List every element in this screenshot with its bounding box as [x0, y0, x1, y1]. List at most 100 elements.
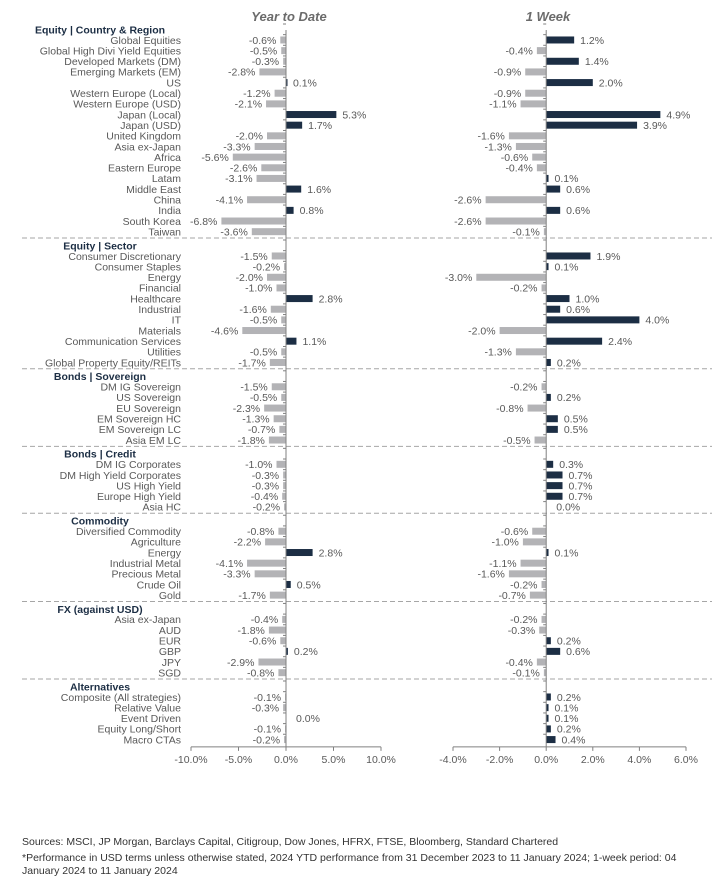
week-bar: [546, 185, 561, 193]
week-bar: [534, 436, 547, 444]
week-bar: [546, 111, 661, 119]
ytd-value-label: -0.7%: [248, 424, 275, 436]
row-label: US High Yield: [116, 480, 181, 492]
ytd-value-label: 0.1%: [293, 77, 317, 89]
ytd-value-label: -2.9%: [227, 657, 254, 669]
row-label: Asia EM LC: [126, 435, 182, 447]
ytd-value-label: -2.8%: [228, 67, 255, 79]
week-bar: [543, 228, 547, 236]
ytd-value-label: -0.2%: [253, 261, 280, 273]
week-value-label: -0.6%: [501, 526, 528, 538]
ytd-value-label: -2.0%: [236, 131, 263, 143]
week-bar: [546, 121, 638, 129]
row-label: Global High Divi Yield Equities: [40, 45, 181, 57]
week-value-label: -0.5%: [503, 435, 530, 447]
ytd-value-label: 2.8%: [319, 293, 343, 305]
week-bar: [546, 549, 549, 557]
row-label: DM High Yield Corporates: [60, 470, 181, 482]
ytd-value-label: 1.6%: [307, 184, 331, 196]
week-value-label: 0.6%: [566, 646, 590, 658]
week-value-label: 4.0%: [645, 315, 669, 327]
week-value-label: -0.2%: [510, 382, 537, 394]
ytd-value-label: -0.4%: [251, 491, 278, 503]
ytd-bar: [283, 482, 286, 490]
row-label: Consumer Discretionary: [68, 251, 181, 263]
row-label: Global Equities: [110, 35, 181, 47]
ytd-bar: [242, 327, 286, 335]
ytd-bar: [280, 36, 286, 44]
ytd-value-label: 1.1%: [302, 336, 326, 348]
sources-note: Sources: MSCI, JP Morgan, Barclays Capit…: [22, 836, 559, 848]
ytd-bar: [254, 142, 286, 150]
x-tick-label: -2.0%: [486, 754, 513, 766]
week-value-label: 0.2%: [557, 392, 581, 404]
row-label: Asia HC: [142, 502, 181, 514]
week-value-label: 0.4%: [562, 734, 586, 746]
week-bar: [546, 295, 570, 303]
week-bar: [508, 132, 547, 140]
week-value-label: -2.6%: [454, 216, 481, 228]
row-label: AUD: [159, 625, 182, 637]
week-value-label: -1.0%: [491, 537, 518, 549]
week-value-label: 0.1%: [555, 547, 579, 559]
ytd-bar: [282, 615, 286, 623]
ytd-value-label: -6.8%: [190, 216, 217, 228]
ytd-value-label: -0.5%: [250, 45, 277, 57]
week-value-label: -0.4%: [505, 45, 532, 57]
ytd-value-label: -4.1%: [216, 195, 243, 207]
week-bar: [485, 196, 547, 204]
week-value-label: -0.2%: [510, 283, 537, 295]
row-label: EM Sovereign HC: [97, 414, 181, 426]
ytd-value-label: -5.6%: [201, 152, 228, 164]
ytd-value-label: -0.6%: [249, 35, 276, 47]
ytd-value-label: -0.4%: [251, 614, 278, 626]
week-value-label: 2.0%: [599, 77, 623, 89]
ytd-bar: [266, 100, 286, 108]
ytd-value-label: 5.3%: [342, 109, 366, 121]
group-header: Bonds | Sovereign: [54, 371, 146, 383]
week-value-label: 0.2%: [557, 724, 581, 736]
row-label: Materials: [138, 325, 181, 337]
week-value-label: -1.1%: [489, 558, 516, 570]
week-value-label: 0.0%: [556, 502, 580, 514]
row-label: Crude Oil: [137, 579, 181, 591]
ytd-value-label: -2.2%: [234, 537, 261, 549]
week-value-label: 0.6%: [566, 205, 590, 217]
week-value-label: -1.1%: [489, 99, 516, 111]
ytd-bar: [278, 527, 286, 535]
ytd-value-label: -0.1%: [254, 724, 281, 736]
week-value-label: -3.0%: [445, 272, 472, 284]
ytd-bar: [221, 217, 286, 225]
row-label: Precious Metal: [112, 569, 181, 581]
row-label: Western Europe (USD): [73, 99, 181, 111]
ytd-bar: [256, 174, 286, 182]
panel-title: Year to Date: [251, 9, 326, 24]
week-value-label: 0.1%: [555, 702, 579, 714]
row-label: GBP: [159, 646, 181, 658]
week-bar: [529, 591, 547, 599]
ytd-value-label: -1.2%: [243, 88, 270, 100]
ytd-bar: [265, 538, 286, 546]
week-bar: [546, 637, 551, 645]
week-bar: [546, 647, 561, 655]
week-value-label: 0.2%: [557, 636, 581, 648]
ytd-value-label: -3.6%: [220, 226, 247, 238]
row-label: Equity Long/Short: [98, 724, 182, 736]
ytd-bar: [280, 637, 286, 645]
week-bar: [546, 263, 549, 271]
row-label: Consumer Staples: [95, 261, 181, 273]
week-bar: [532, 153, 547, 161]
week-value-label: 1.4%: [585, 56, 609, 68]
ytd-value-label: -1.5%: [240, 382, 267, 394]
ytd-bar: [286, 121, 303, 129]
row-label: Energy: [148, 272, 182, 284]
ytd-bar: [286, 647, 288, 655]
ytd-value-label: -0.2%: [253, 502, 280, 514]
ytd-value-label: -1.8%: [237, 435, 264, 447]
ytd-bar: [273, 415, 286, 423]
ytd-value-label: -0.5%: [250, 347, 277, 359]
ytd-bar: [286, 111, 337, 119]
week-value-label: 0.1%: [555, 713, 579, 725]
ytd-value-label: -1.8%: [237, 625, 264, 637]
row-label: DM IG Sovereign: [100, 382, 181, 394]
